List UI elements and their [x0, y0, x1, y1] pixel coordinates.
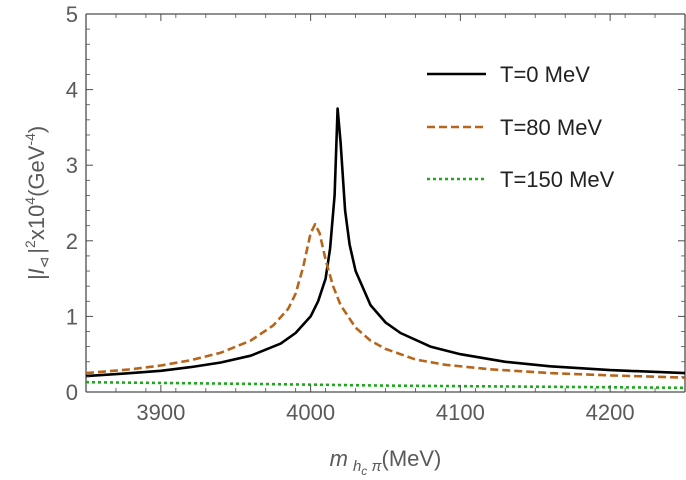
y-axis-label: |I⊲ |2x104(GeV-4) [22, 126, 52, 281]
y-tick-label: 4 [66, 78, 78, 103]
x-axis-label-unit: (MeV) [382, 446, 442, 471]
legend-label-3: T=150 MeV [500, 167, 615, 192]
y-tick-label: 1 [66, 304, 78, 329]
ticks-layer: 3900 4000 4100 4200 0 1 2 3 4 5 [66, 2, 686, 425]
y-axis-label-text: |I [24, 268, 49, 280]
series-line-3 [85, 380, 686, 390]
y-axis-label-mid: | [24, 248, 49, 254]
series-line-1 [85, 107, 686, 378]
x-tick-label: 4100 [436, 400, 485, 425]
y-axis-label-sub: ⊲ [36, 257, 52, 269]
y-tick-label: 2 [66, 229, 78, 254]
y-axis-label-close: ) [24, 126, 49, 133]
x-axis-label-sub2: π [367, 458, 382, 475]
x-tick-label: 4000 [286, 400, 335, 425]
y-tick-label: 0 [66, 380, 78, 405]
y-axis-label-sup: 2 [22, 240, 38, 248]
y-axis-label-sup2: 4 [22, 197, 38, 205]
y-tick-label: 5 [66, 2, 78, 27]
x-tick-label: 4200 [586, 400, 635, 425]
legend: T=0 MeV T=80 MeV T=150 MeV [427, 62, 615, 192]
y-tick-label: 3 [66, 153, 78, 178]
x-axis-label: m hc π(MeV) [330, 446, 442, 478]
x-axis-label-main: m [330, 446, 348, 471]
x-axis-label-sub: h [353, 458, 361, 475]
legend-label-2: T=80 MeV [500, 115, 602, 140]
x-tick-label: 3900 [136, 400, 185, 425]
y-axis-label-mid2: x10 [24, 205, 49, 240]
legend-label-1: T=0 MeV [500, 62, 590, 87]
y-axis-label-unit: (GeV [24, 145, 49, 197]
series-line-2 [85, 222, 686, 379]
x-axis-label-subsub: c [361, 464, 367, 478]
series-layer [85, 107, 686, 390]
y-axis-label-sup3: -4 [22, 133, 38, 146]
plot-frame [85, 13, 686, 393]
